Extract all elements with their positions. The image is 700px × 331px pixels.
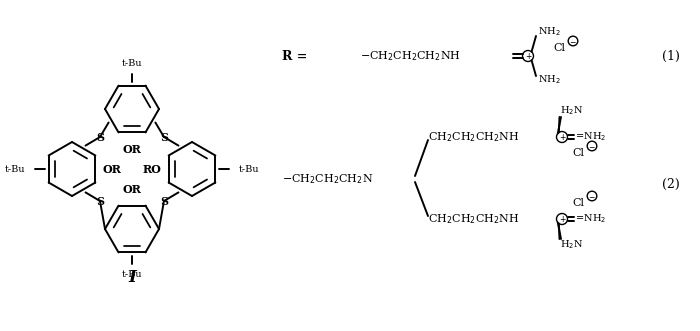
Text: $-$: $-$ <box>569 36 577 45</box>
Text: CH$_2$CH$_2$CH$_2$NH: CH$_2$CH$_2$CH$_2$NH <box>428 212 519 226</box>
Text: t-Bu: t-Bu <box>122 59 142 68</box>
Text: (2): (2) <box>662 177 680 191</box>
Text: S: S <box>160 131 168 143</box>
Text: +: + <box>559 214 565 223</box>
Text: H$_2$N: H$_2$N <box>560 105 583 118</box>
Text: I: I <box>128 268 136 286</box>
Text: OR: OR <box>103 164 121 174</box>
Text: $-$CH$_2$CH$_2$CH$_2$NH: $-$CH$_2$CH$_2$CH$_2$NH <box>360 49 461 63</box>
Text: Cl: Cl <box>572 148 584 158</box>
Text: $\!=\!$NH$_2$: $\!=\!$NH$_2$ <box>575 213 606 225</box>
Text: NH$_2$: NH$_2$ <box>538 25 561 38</box>
Text: OR: OR <box>122 144 141 155</box>
Text: $\!=\!$NH$_2$: $\!=\!$NH$_2$ <box>575 131 606 143</box>
Text: $-$: $-$ <box>588 192 596 201</box>
Text: Cl: Cl <box>572 198 584 208</box>
Text: S: S <box>160 196 168 207</box>
Text: $-$CH$_2$CH$_2$CH$_2$N: $-$CH$_2$CH$_2$CH$_2$N <box>282 172 373 186</box>
Text: R =: R = <box>282 50 307 63</box>
Text: t-Bu: t-Bu <box>4 165 25 173</box>
Text: (1): (1) <box>662 50 680 63</box>
Text: +: + <box>525 52 531 61</box>
Text: CH$_2$CH$_2$CH$_2$NH: CH$_2$CH$_2$CH$_2$NH <box>428 130 519 144</box>
Text: H$_2$N: H$_2$N <box>560 239 583 252</box>
Text: +: + <box>559 132 565 141</box>
Text: S: S <box>96 196 104 207</box>
Text: t-Bu: t-Bu <box>239 165 260 173</box>
Text: RO: RO <box>143 164 162 174</box>
Text: Cl: Cl <box>553 43 565 53</box>
Text: $-$: $-$ <box>588 141 596 151</box>
Text: OR: OR <box>122 183 141 195</box>
Text: NH$_2$: NH$_2$ <box>538 73 561 86</box>
Text: t-Bu: t-Bu <box>122 270 142 279</box>
Text: S: S <box>96 131 104 143</box>
